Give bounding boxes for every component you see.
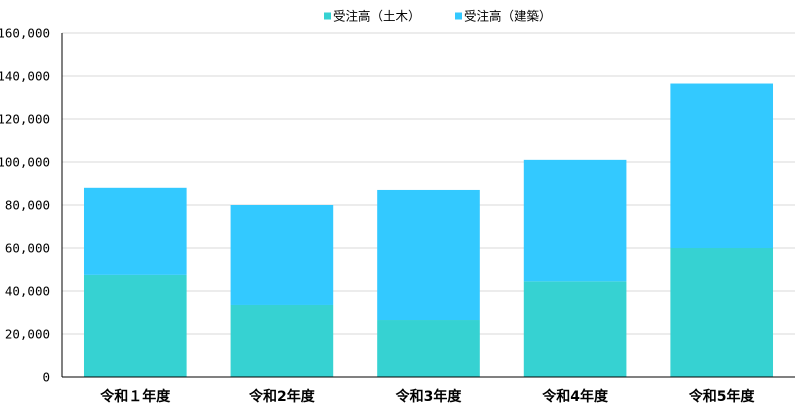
- y-tick-label: 20,000: [5, 327, 50, 342]
- x-category-label: 令和4年度: [541, 388, 609, 405]
- y-tick-label: 100,000: [0, 155, 50, 170]
- bar-segment-series-1: [230, 304, 334, 377]
- y-tick-label: 160,000: [0, 26, 50, 41]
- legend: 受注高（土木） 受注高（建築）: [324, 9, 552, 24]
- legend-swatch: [455, 12, 462, 20]
- bar-segment-series-2: [670, 83, 774, 249]
- bar-segment-series-1: [670, 248, 774, 377]
- bar-layer: [83, 83, 774, 377]
- y-tick-label: 120,000: [0, 112, 50, 127]
- bar-segment-series-1: [523, 281, 627, 377]
- y-tick-label: 140,000: [0, 69, 50, 84]
- y-tick-label: 80,000: [5, 198, 50, 213]
- x-category-label: 令和１年度: [99, 388, 171, 405]
- bar-segment-series-1: [83, 274, 187, 377]
- bar-segment-series-2: [377, 189, 480, 321]
- x-category-label: 令和2年度: [248, 388, 316, 405]
- y-tick-label: 0: [42, 370, 50, 385]
- bar-segment-series-2: [230, 205, 334, 305]
- axis-layer: 0 20,000 40,000 60,000 80,000 100,000 120,000 1…: [0, 26, 795, 405]
- x-category-label: 令和5年度: [688, 388, 756, 405]
- x-category-label: 令和3年度: [395, 388, 463, 405]
- y-tick-label: 40,000: [5, 284, 50, 299]
- bar-segment-series-1: [377, 320, 480, 377]
- y-tick-label: 60,000: [5, 241, 50, 256]
- legend-label: 受注高（土木）: [333, 9, 421, 24]
- bar-segment-series-2: [523, 159, 627, 282]
- legend-label: 受注高（建築）: [464, 9, 552, 24]
- bar-segment-series-2: [83, 187, 187, 275]
- legend-swatch: [324, 12, 331, 20]
